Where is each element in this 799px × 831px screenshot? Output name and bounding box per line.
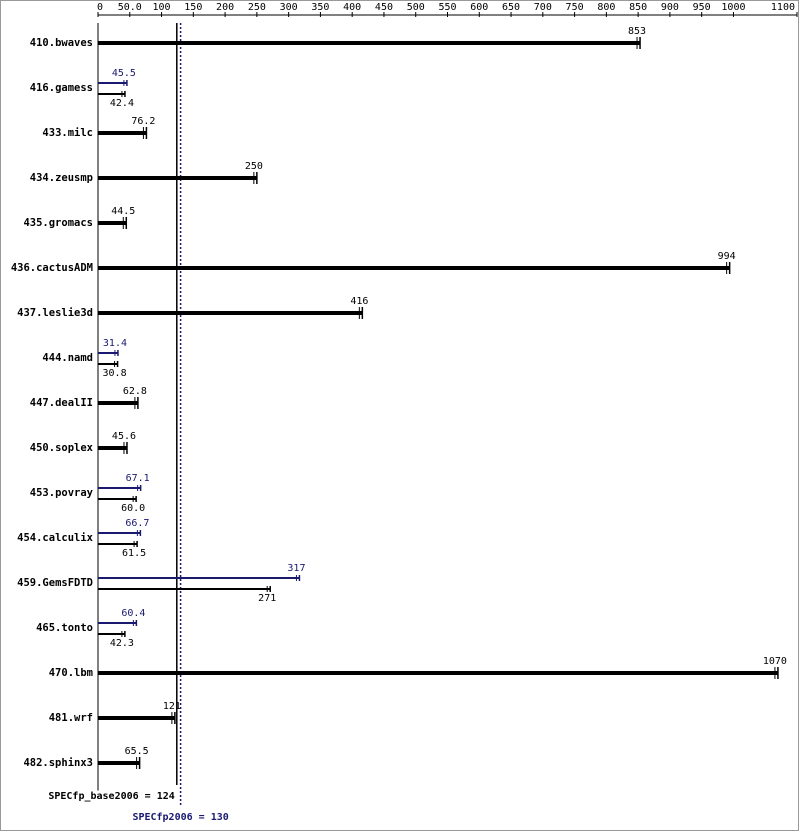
bar <box>98 131 147 135</box>
x-tick-label: 700 <box>534 2 552 13</box>
x-tick-label: 900 <box>661 2 679 13</box>
value-label: 45.5 <box>112 68 136 79</box>
category-label: 470.lbm <box>49 667 93 679</box>
category-label: 416.gamess <box>30 82 93 94</box>
bar <box>98 446 127 450</box>
value-label: 31.4 <box>103 338 127 349</box>
x-tick-label: 1100 <box>771 2 795 13</box>
value-label: 60.4 <box>121 608 145 619</box>
x-tick-label: 300 <box>280 2 298 13</box>
x-tick-label: 850 <box>629 2 647 13</box>
x-tick-label: 400 <box>343 2 361 13</box>
value-label: 317 <box>287 563 305 574</box>
bar <box>98 266 730 270</box>
value-label: 67.1 <box>126 473 150 484</box>
category-label: 454.calculix <box>17 532 94 544</box>
category-label: 436.cactusADM <box>11 262 93 274</box>
reference-label: SPECfp_base2006 = 124 <box>48 791 174 802</box>
bar <box>98 588 271 590</box>
bar <box>98 401 138 405</box>
bar <box>98 498 137 500</box>
category-label: 453.povray <box>30 487 94 499</box>
category-label: 434.zeusmp <box>30 172 93 184</box>
x-tick-label: 150 <box>184 2 202 13</box>
value-label: 30.8 <box>103 368 127 379</box>
category-label: 433.milc <box>42 127 93 139</box>
value-label: 62.8 <box>123 386 147 397</box>
category-label: 444.namd <box>42 352 93 364</box>
x-tick-label: 800 <box>597 2 615 13</box>
value-label: 61.5 <box>122 548 146 559</box>
category-label: 447.dealII <box>30 397 93 409</box>
bar <box>98 543 138 545</box>
bar <box>98 41 641 45</box>
bar <box>98 671 778 675</box>
category-label: 482.sphinx3 <box>23 757 93 769</box>
value-label: 65.5 <box>125 746 149 757</box>
x-tick-label: 450 <box>375 2 393 13</box>
value-label: 121 <box>163 701 181 712</box>
bar <box>98 176 257 180</box>
x-tick-label: 1000 <box>721 2 745 13</box>
value-label: 42.4 <box>110 98 134 109</box>
value-label: 994 <box>718 251 736 262</box>
x-tick-label: 0 <box>97 2 103 13</box>
reference-label: SPECfp2006 = 130 <box>132 812 228 823</box>
bar <box>98 93 125 95</box>
value-label: 42.3 <box>110 638 134 649</box>
bar <box>98 82 127 84</box>
x-tick-label: 600 <box>470 2 488 13</box>
x-tick-label: 200 <box>216 2 234 13</box>
category-label: 435.gromacs <box>23 217 93 229</box>
bar <box>98 532 141 534</box>
value-label: 76.2 <box>131 116 155 127</box>
bar <box>98 311 363 315</box>
value-label: 416 <box>350 296 368 307</box>
bar <box>98 622 137 624</box>
category-label: 481.wrf <box>49 712 93 724</box>
x-tick-label: 550 <box>438 2 456 13</box>
bar <box>98 633 125 635</box>
category-label: 459.GemsFDTD <box>17 577 93 589</box>
category-label: 410.bwaves <box>30 37 93 49</box>
x-tick-label: 950 <box>693 2 711 13</box>
x-tick-label: 500 <box>407 2 425 13</box>
category-label: 465.tonto <box>36 622 93 634</box>
x-tick-label: 650 <box>502 2 520 13</box>
bar <box>98 352 118 354</box>
x-tick-label: 750 <box>566 2 584 13</box>
x-tick-label: 250 <box>248 2 266 13</box>
category-label: 450.soplex <box>30 442 94 454</box>
value-label: 45.6 <box>112 431 136 442</box>
value-label: 44.5 <box>111 206 135 217</box>
bar <box>98 577 300 579</box>
bar <box>98 221 127 225</box>
bar <box>98 761 140 765</box>
category-label: 437.leslie3d <box>17 307 93 319</box>
value-label: 271 <box>258 593 276 604</box>
x-tick-label: 350 <box>311 2 329 13</box>
value-label: 853 <box>628 26 646 37</box>
value-label: 250 <box>245 161 263 172</box>
bar <box>98 363 118 365</box>
x-tick-label: 100 <box>153 2 171 13</box>
value-label: 1070 <box>763 656 787 667</box>
x-tick-label: 50.0 <box>118 2 142 13</box>
value-label: 60.0 <box>121 503 145 514</box>
bar <box>98 716 175 720</box>
value-label: 66.7 <box>125 518 149 529</box>
bar <box>98 487 141 489</box>
